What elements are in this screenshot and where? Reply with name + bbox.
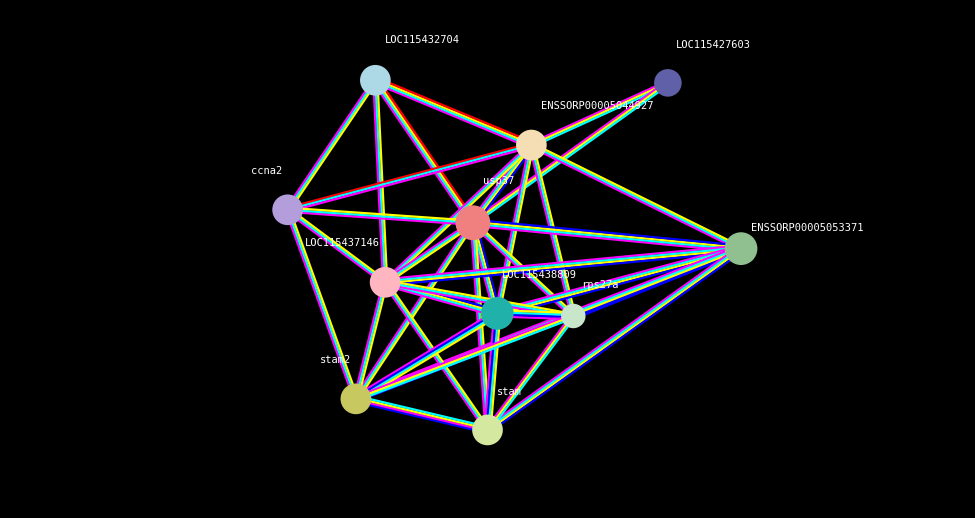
Ellipse shape — [473, 415, 502, 444]
Text: LOC115438809: LOC115438809 — [502, 270, 577, 280]
Ellipse shape — [517, 131, 546, 160]
Ellipse shape — [370, 268, 400, 297]
Text: stam2: stam2 — [320, 355, 351, 365]
Text: rps27a: rps27a — [581, 280, 618, 290]
Ellipse shape — [482, 298, 513, 329]
Ellipse shape — [341, 384, 370, 413]
Text: ENSSORP00005053371: ENSSORP00005053371 — [751, 223, 863, 233]
Text: LOC115432704: LOC115432704 — [385, 35, 460, 45]
Text: stam: stam — [497, 387, 523, 397]
Text: ccna2: ccna2 — [252, 166, 283, 176]
Ellipse shape — [361, 66, 390, 95]
Text: LOC115427603: LOC115427603 — [676, 40, 751, 50]
Ellipse shape — [725, 233, 757, 264]
Ellipse shape — [456, 206, 489, 239]
Text: usp37: usp37 — [483, 177, 514, 186]
Ellipse shape — [562, 305, 585, 327]
Text: ENSSORP00005044927: ENSSORP00005044927 — [541, 101, 653, 111]
Text: LOC115437146: LOC115437146 — [305, 238, 380, 248]
Ellipse shape — [273, 195, 302, 224]
Ellipse shape — [655, 70, 681, 96]
